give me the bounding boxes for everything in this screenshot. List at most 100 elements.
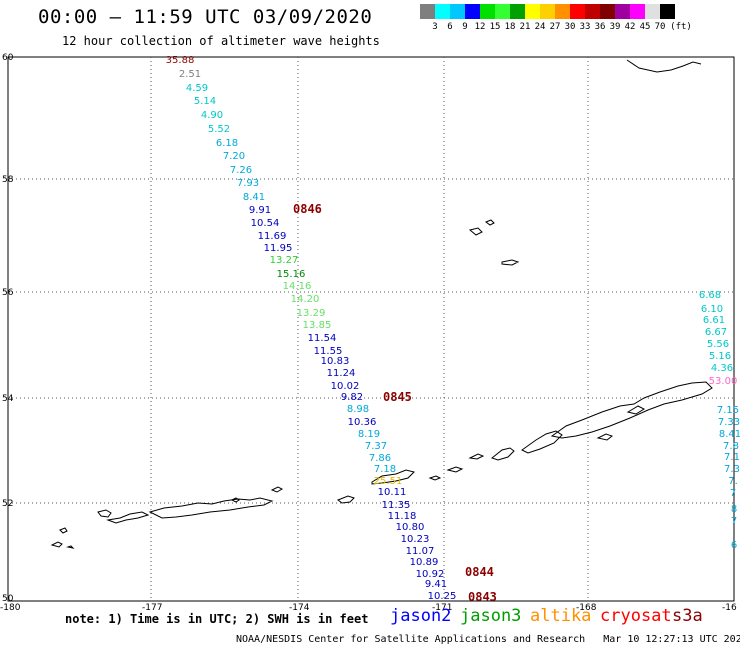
pass-time-label: 0845 — [383, 390, 412, 404]
swh-value-label: 8 — [731, 504, 737, 515]
swh-value-label: 10.25 — [428, 591, 457, 602]
color-legend — [420, 4, 675, 19]
swh-value-label: 9.91 — [249, 205, 271, 216]
legend-swatch — [600, 4, 615, 19]
note-text: note: 1) Time is in UTC; 2) SWH is in fe… — [65, 612, 369, 626]
coastline — [148, 497, 274, 519]
swh-value-label: 13.85 — [303, 320, 332, 331]
swh-value-label: 5.52 — [208, 124, 230, 135]
coastline — [336, 495, 355, 504]
map-title: 00:00 – 11:59 UTC 03/09/2020 — [38, 6, 373, 28]
swh-value-label: 10.80 — [396, 522, 425, 533]
legend-swatch — [465, 4, 480, 19]
legend-swatch — [540, 4, 555, 19]
swh-value-label: 7.93 — [237, 178, 259, 189]
swh-value-label: 11.18 — [388, 511, 417, 522]
legend-swatch — [450, 4, 465, 19]
longitude-label: -171 — [432, 603, 452, 613]
coastline — [596, 405, 646, 441]
coastline — [626, 59, 702, 73]
satellite-legend-jason2: jason2 — [390, 606, 452, 626]
latitude-label: 58 — [2, 175, 14, 185]
swh-value-label: 7 — [731, 516, 737, 527]
swh-value-label: 5.14 — [194, 96, 216, 107]
swh-value-label: 11.69 — [258, 231, 287, 242]
legend-swatch — [660, 4, 675, 19]
legend-swatch — [420, 4, 435, 19]
legend-label: 27 — [549, 22, 561, 32]
swh-value-label: 6 — [731, 540, 737, 551]
swh-value-label: 25.51 — [374, 476, 403, 487]
legend-label: 15 — [489, 22, 501, 32]
latitude-label: 56 — [2, 288, 14, 298]
swh-value-label: 5.16 — [709, 351, 731, 362]
swh-value-label: 35.88 — [166, 55, 195, 66]
legend-label: 21 — [519, 22, 531, 32]
swh-value-label: 13.27 — [270, 255, 299, 266]
swh-value-label: 8.98 — [347, 404, 369, 415]
legend-swatch — [435, 4, 450, 19]
legend-label: 39 — [609, 22, 621, 32]
swh-value-label: 7.18 — [374, 464, 396, 475]
swh-value-label: 7.1 — [724, 452, 740, 463]
legend-swatch — [615, 4, 630, 19]
swh-value-label: 9.41 — [425, 579, 447, 590]
legend-swatch — [525, 4, 540, 19]
legend-label: 70 — [654, 22, 666, 32]
legend-swatch — [630, 4, 645, 19]
pass-time-label: 0844 — [465, 565, 494, 579]
coastline — [97, 509, 150, 524]
swh-value-label: 10.83 — [321, 356, 350, 367]
legend-swatch — [585, 4, 600, 19]
coastline — [490, 430, 563, 461]
coastline — [50, 527, 75, 549]
swh-value-label: 7. — [728, 476, 738, 487]
map-frame — [7, 56, 735, 602]
latitude-label: 52 — [2, 499, 13, 509]
latitude-label: 50 — [2, 594, 14, 604]
swh-value-label: 11.07 — [406, 546, 435, 557]
longitude-label: -16 — [722, 603, 737, 613]
legend-swatch — [555, 4, 570, 19]
legend-swatch — [645, 4, 660, 19]
swh-value-label: 10.54 — [251, 218, 280, 229]
legend-swatch — [480, 4, 495, 19]
swh-value-label: 7.86 — [369, 453, 391, 464]
swh-value-label: 6.68 — [699, 290, 721, 301]
swh-value-label: 7.8 — [723, 441, 739, 452]
swh-value-label: 53.00 — [709, 376, 738, 387]
satellite-legend-altika: altika — [530, 606, 592, 626]
coastline — [550, 381, 713, 439]
swh-value-label: 13.29 — [297, 308, 326, 319]
swh-value-label: 10.36 — [348, 417, 377, 428]
longitude-label: -180 — [0, 603, 21, 613]
swh-value-label: 15.16 — [277, 269, 306, 280]
swh-value-label: 14.20 — [291, 294, 320, 305]
swh-value-label: 8.41 — [243, 192, 265, 203]
swh-value-label: 7 — [730, 488, 736, 499]
swh-value-label: 10.11 — [378, 487, 407, 498]
swh-value-label: 11.35 — [382, 500, 411, 511]
swh-value-label: 8.19 — [358, 429, 380, 440]
satellite-legend-cryosat: cryosat — [600, 606, 672, 626]
legend-label: 36 — [594, 22, 606, 32]
legend-label: 3 — [432, 22, 438, 32]
legend-label: 33 — [579, 22, 591, 32]
latitude-label: 54 — [2, 394, 14, 404]
legend-swatch — [510, 4, 525, 19]
swh-value-label: 7.26 — [230, 165, 252, 176]
swh-value-label: 10.89 — [410, 557, 439, 568]
coastline — [371, 469, 415, 485]
swh-value-label: 10.23 — [401, 534, 430, 545]
legend-label: 9 — [462, 22, 468, 32]
swh-value-label: 7.3 — [724, 464, 740, 475]
coastline — [468, 219, 520, 266]
swh-value-label: 6.67 — [705, 327, 727, 338]
swh-value-label: 7.20 — [223, 151, 245, 162]
legend-swatch — [495, 4, 510, 19]
swh-value-label: 5.56 — [707, 339, 729, 350]
swh-value-label: 6.61 — [703, 315, 725, 326]
legend-label: 24 — [534, 22, 546, 32]
pass-time-label: 0846 — [293, 202, 322, 216]
swh-value-label: 10.02 — [331, 381, 360, 392]
